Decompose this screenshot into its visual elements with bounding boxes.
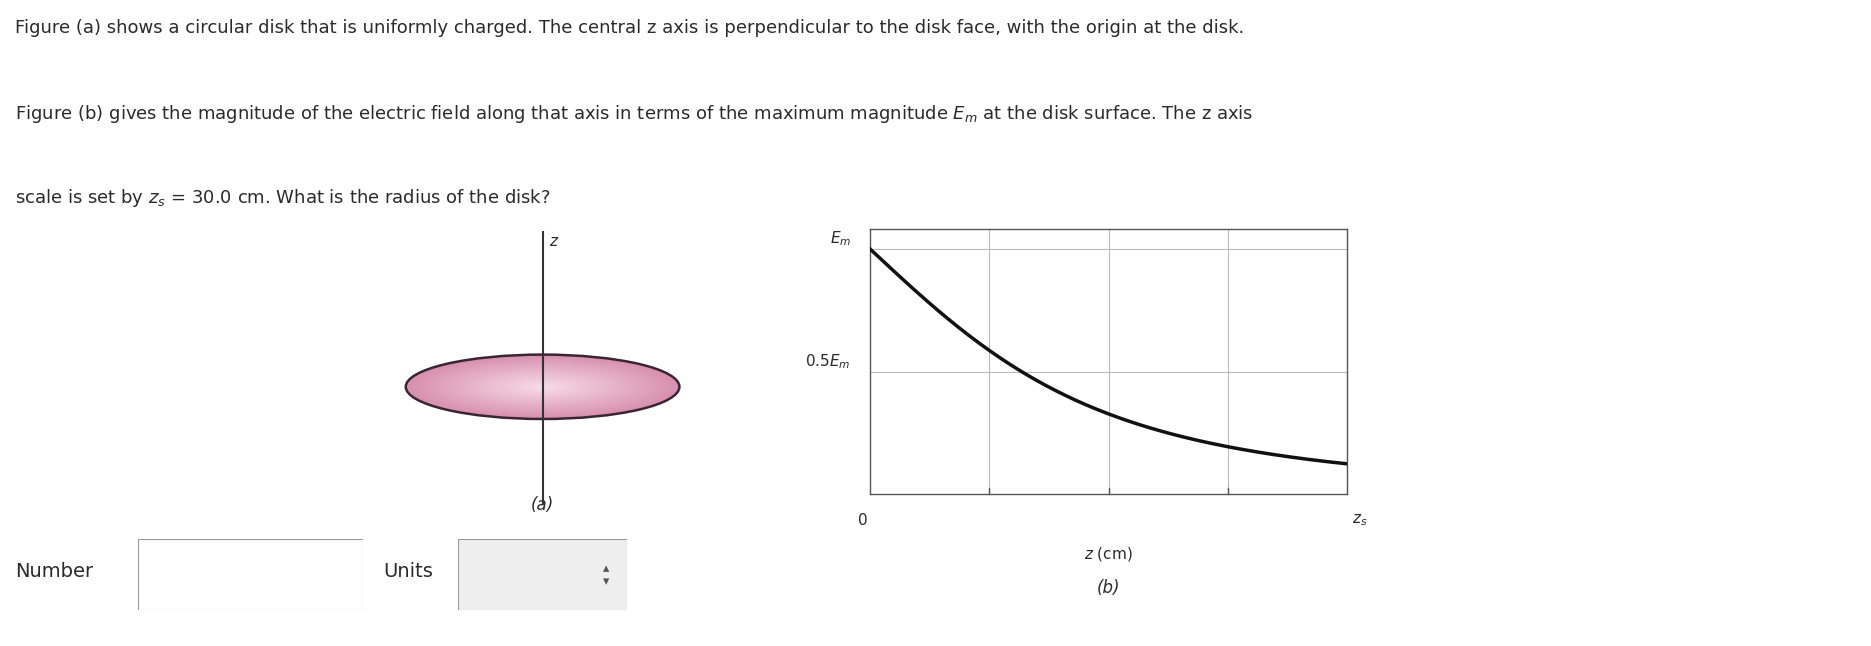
Text: Figure (a) shows a circular disk that is uniformly charged. The central z axis i: Figure (a) shows a circular disk that is…	[15, 19, 1244, 37]
Ellipse shape	[464, 368, 621, 405]
Ellipse shape	[494, 375, 591, 398]
Ellipse shape	[440, 362, 645, 411]
Ellipse shape	[419, 358, 666, 416]
Text: $z_s$: $z_s$	[1353, 513, 1368, 528]
Ellipse shape	[415, 357, 670, 417]
Text: (b): (b)	[1096, 579, 1121, 597]
Ellipse shape	[473, 371, 612, 403]
Ellipse shape	[492, 375, 593, 399]
Ellipse shape	[485, 373, 601, 401]
Ellipse shape	[457, 367, 629, 407]
Ellipse shape	[427, 359, 659, 414]
Ellipse shape	[539, 386, 546, 388]
Ellipse shape	[453, 366, 632, 408]
Ellipse shape	[410, 355, 675, 418]
Ellipse shape	[533, 384, 552, 389]
Ellipse shape	[430, 360, 655, 413]
Ellipse shape	[447, 364, 638, 410]
Ellipse shape	[515, 380, 571, 393]
Ellipse shape	[529, 384, 556, 390]
Ellipse shape	[468, 369, 617, 404]
Ellipse shape	[481, 372, 604, 401]
Ellipse shape	[423, 359, 662, 415]
FancyBboxPatch shape	[458, 539, 627, 610]
Ellipse shape	[501, 377, 584, 397]
FancyBboxPatch shape	[138, 539, 363, 610]
Ellipse shape	[406, 355, 679, 419]
Text: $z$: $z$	[548, 234, 559, 249]
Text: 0: 0	[859, 513, 868, 528]
Ellipse shape	[477, 371, 608, 402]
Ellipse shape	[434, 361, 651, 413]
Text: scale is set by $z_s$ = 30.0 cm. What is the radius of the disk?: scale is set by $z_s$ = 30.0 cm. What is…	[15, 187, 550, 209]
Ellipse shape	[488, 374, 597, 400]
Text: $0.5E_m$: $0.5E_m$	[805, 353, 851, 371]
Ellipse shape	[460, 368, 625, 406]
Ellipse shape	[526, 383, 559, 391]
Ellipse shape	[436, 362, 649, 412]
Ellipse shape	[535, 385, 550, 388]
Text: $E_m$: $E_m$	[829, 229, 851, 248]
Text: (a): (a)	[531, 496, 554, 514]
Ellipse shape	[413, 356, 672, 417]
Ellipse shape	[498, 377, 587, 397]
Ellipse shape	[522, 382, 563, 391]
Text: i: i	[120, 566, 127, 584]
Ellipse shape	[518, 381, 567, 392]
Ellipse shape	[505, 378, 580, 395]
Ellipse shape	[509, 379, 576, 395]
Text: ▴
▾: ▴ ▾	[604, 562, 610, 588]
Text: Number: Number	[15, 562, 94, 581]
Ellipse shape	[443, 364, 642, 410]
Text: Figure (b) gives the magnitude of the electric field along that axis in terms of: Figure (b) gives the magnitude of the el…	[15, 103, 1254, 125]
Ellipse shape	[513, 380, 573, 394]
Text: Units: Units	[384, 562, 434, 581]
Ellipse shape	[451, 365, 634, 408]
Text: $z$ (cm): $z$ (cm)	[1083, 545, 1134, 563]
Ellipse shape	[471, 370, 614, 404]
